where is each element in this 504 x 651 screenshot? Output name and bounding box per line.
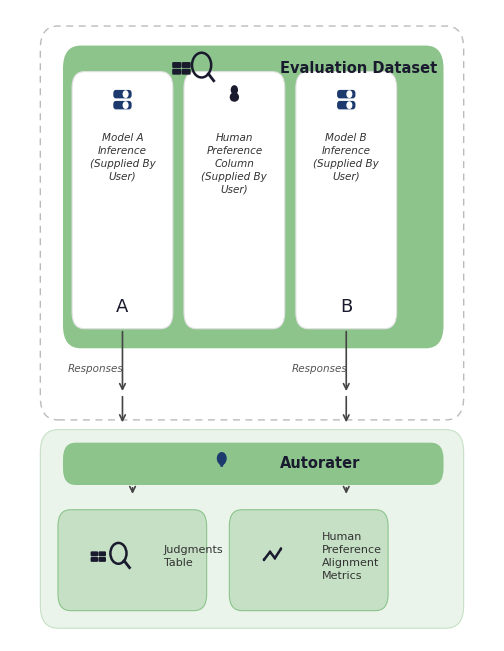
FancyBboxPatch shape: [113, 101, 132, 109]
FancyBboxPatch shape: [229, 92, 239, 102]
FancyBboxPatch shape: [72, 72, 173, 329]
Circle shape: [263, 558, 265, 561]
Text: Responses: Responses: [68, 364, 123, 374]
Circle shape: [217, 452, 227, 465]
FancyBboxPatch shape: [63, 46, 444, 348]
FancyBboxPatch shape: [40, 26, 464, 420]
Circle shape: [231, 85, 238, 94]
FancyBboxPatch shape: [40, 430, 464, 628]
Circle shape: [122, 90, 129, 98]
Circle shape: [280, 547, 282, 550]
FancyBboxPatch shape: [63, 443, 444, 485]
FancyBboxPatch shape: [229, 510, 388, 611]
FancyBboxPatch shape: [91, 557, 98, 562]
FancyBboxPatch shape: [172, 69, 181, 75]
Circle shape: [346, 90, 352, 98]
FancyBboxPatch shape: [337, 90, 355, 98]
FancyBboxPatch shape: [58, 510, 207, 611]
FancyBboxPatch shape: [296, 72, 397, 329]
Text: Human
Preference
Column
(Supplied By
User): Human Preference Column (Supplied By Use…: [202, 133, 267, 195]
FancyBboxPatch shape: [181, 69, 191, 75]
Circle shape: [274, 557, 276, 560]
Text: Human
Preference
Alignment
Metrics: Human Preference Alignment Metrics: [322, 532, 382, 581]
FancyBboxPatch shape: [172, 62, 181, 68]
FancyBboxPatch shape: [98, 551, 106, 556]
Text: Judgments
Table: Judgments Table: [164, 545, 223, 568]
Circle shape: [346, 101, 352, 109]
FancyBboxPatch shape: [220, 465, 224, 467]
FancyBboxPatch shape: [98, 557, 106, 562]
FancyBboxPatch shape: [184, 72, 285, 329]
FancyBboxPatch shape: [113, 90, 132, 98]
FancyBboxPatch shape: [337, 101, 355, 109]
FancyBboxPatch shape: [181, 62, 191, 68]
FancyBboxPatch shape: [219, 459, 225, 465]
Text: Evaluation Dataset: Evaluation Dataset: [280, 61, 437, 76]
Text: Model B
Inference
(Supplied By
User): Model B Inference (Supplied By User): [313, 133, 379, 182]
FancyBboxPatch shape: [91, 551, 98, 556]
Text: A: A: [116, 298, 129, 316]
Text: Responses: Responses: [292, 364, 348, 374]
Text: Model A
Inference
(Supplied By
User): Model A Inference (Supplied By User): [90, 133, 155, 182]
Circle shape: [122, 101, 129, 109]
Text: B: B: [340, 298, 352, 316]
Text: Autorater: Autorater: [280, 456, 360, 471]
Circle shape: [269, 550, 271, 553]
